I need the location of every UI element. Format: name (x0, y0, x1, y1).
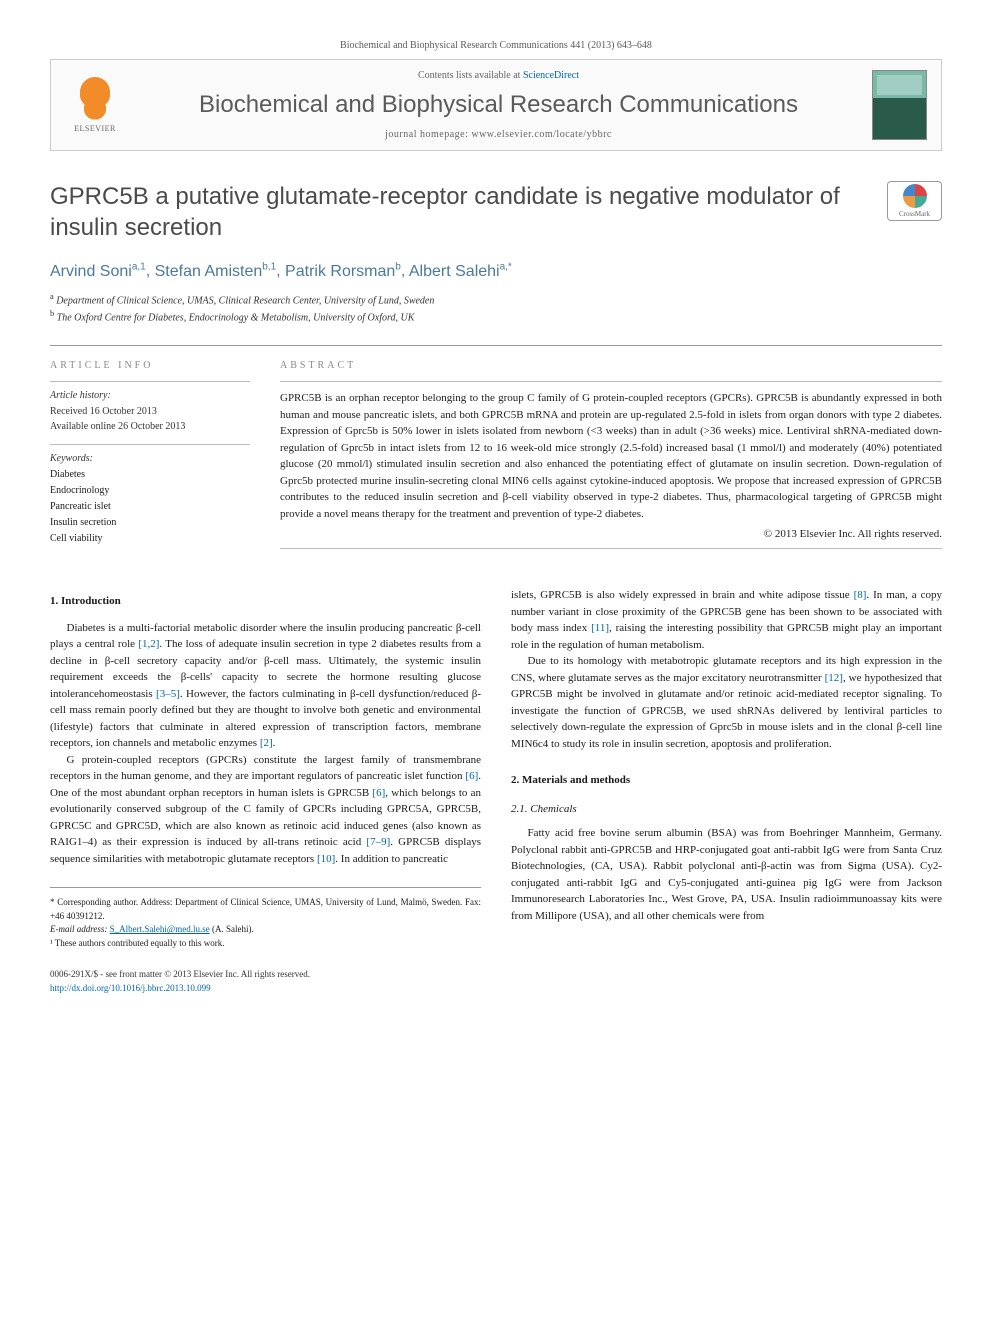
abstract-heading: ABSTRACT (280, 360, 942, 371)
equal-contrib-note: ¹ These authors contributed equally to t… (50, 937, 481, 951)
crossmark-icon (903, 184, 927, 208)
affiliation-b: b The Oxford Centre for Diabetes, Endocr… (50, 308, 942, 325)
affiliation-a: a Department of Clinical Science, UMAS, … (50, 291, 942, 308)
abstract-divider-bottom (280, 548, 942, 549)
footer-copyright: 0006-291X/$ - see front matter © 2013 El… (50, 968, 481, 982)
keyword-3: Pancreatic islet (50, 499, 250, 515)
email-link[interactable]: S_Albert.Salehi@med.lu.se (110, 924, 210, 934)
available-date: Available online 26 October 2013 (50, 419, 250, 434)
journal-ref-top: Biochemical and Biophysical Research Com… (50, 40, 942, 51)
abstract-column: ABSTRACT GPRC5B is an orphan receptor be… (280, 360, 942, 557)
keyword-4: Insulin secretion (50, 515, 250, 531)
methods-heading: 2. Materials and methods (511, 772, 942, 789)
affiliations: a Department of Clinical Science, UMAS, … (50, 291, 942, 326)
header-center: Contents lists available at ScienceDirec… (139, 70, 858, 140)
keyword-1: Diabetes (50, 467, 250, 483)
abstract-text: GPRC5B is an orphan receptor belonging t… (280, 390, 942, 522)
info-divider-2 (50, 444, 250, 445)
left-column: 1. Introduction Diabetes is a multi-fact… (50, 587, 481, 995)
history-label: Article history: (50, 390, 250, 401)
author-4[interactable]: Albert Salehia,* (409, 263, 512, 280)
email-line: E-mail address: S_Albert.Salehi@med.lu.s… (50, 923, 481, 937)
authors-line: Arvind Sonia,1, Stefan Amistenb,1, Patri… (50, 261, 942, 280)
journal-cover-thumbnail[interactable] (872, 70, 927, 140)
footnotes: * Corresponding author. Address: Departm… (50, 887, 481, 950)
keyword-5: Cell viability (50, 531, 250, 547)
body-columns: 1. Introduction Diabetes is a multi-fact… (50, 587, 942, 995)
intro-p1: Diabetes is a multi-factorial metabolic … (50, 620, 481, 752)
received-date: Received 16 October 2013 (50, 404, 250, 419)
article-title: GPRC5B a putative glutamate-receptor can… (50, 181, 867, 243)
elsevier-tree-icon (75, 77, 115, 122)
corresponding-author-note: * Corresponding author. Address: Departm… (50, 896, 481, 923)
author-2[interactable]: Stefan Amistenb,1 (155, 263, 277, 280)
homepage-prefix: journal homepage: (385, 129, 471, 140)
author-1[interactable]: Arvind Sonia,1 (50, 263, 146, 280)
info-abstract-row: ARTICLE INFO Article history: Received 1… (50, 360, 942, 557)
homepage-url[interactable]: www.elsevier.com/locate/ybbrc (471, 129, 611, 140)
homepage-line: journal homepage: www.elsevier.com/locat… (139, 129, 858, 140)
divider-top (50, 345, 942, 346)
elsevier-logo[interactable]: ELSEVIER (65, 70, 125, 140)
info-divider-1 (50, 381, 250, 382)
keywords-list: Diabetes Endocrinology Pancreatic islet … (50, 467, 250, 547)
email-suffix: (A. Salehi). (210, 924, 254, 934)
history-text: Received 16 October 2013 Available onlin… (50, 404, 250, 434)
chemicals-heading: 2.1. Chemicals (511, 801, 942, 818)
doi-link[interactable]: http://dx.doi.org/10.1016/j.bbrc.2013.10… (50, 983, 211, 993)
crossmark-badge[interactable]: CrossMark (887, 181, 942, 221)
sciencedirect-link[interactable]: ScienceDirect (523, 70, 579, 81)
col2-p2: Due to its homology with metabotropic gl… (511, 653, 942, 752)
page-root: Biochemical and Biophysical Research Com… (0, 0, 992, 1035)
author-3[interactable]: Patrik Rorsmanb (285, 263, 401, 280)
elsevier-label: ELSEVIER (74, 124, 116, 133)
chemicals-p1: Fatty acid free bovine serum albumin (BS… (511, 825, 942, 924)
journal-header-box: ELSEVIER Contents lists available at Sci… (50, 59, 942, 151)
email-label: E-mail address: (50, 924, 110, 934)
abstract-divider (280, 381, 942, 382)
contents-prefix: Contents lists available at (418, 70, 523, 81)
journal-name: Biochemical and Biophysical Research Com… (139, 91, 858, 119)
abstract-copyright: © 2013 Elsevier Inc. All rights reserved… (280, 528, 942, 540)
intro-heading: 1. Introduction (50, 593, 481, 610)
intro-p2: G protein-coupled receptors (GPCRs) cons… (50, 752, 481, 868)
keyword-2: Endocrinology (50, 483, 250, 499)
article-info-heading: ARTICLE INFO (50, 360, 250, 371)
title-row: GPRC5B a putative glutamate-receptor can… (50, 181, 942, 243)
contents-line: Contents lists available at ScienceDirec… (139, 70, 858, 81)
keywords-label: Keywords: (50, 453, 250, 464)
col2-p1: islets, GPRC5B is also widely expressed … (511, 587, 942, 653)
footer-bar: 0006-291X/$ - see front matter © 2013 El… (50, 968, 481, 995)
crossmark-label: CrossMark (899, 210, 930, 218)
right-column: islets, GPRC5B is also widely expressed … (511, 587, 942, 995)
article-info-column: ARTICLE INFO Article history: Received 1… (50, 360, 250, 557)
